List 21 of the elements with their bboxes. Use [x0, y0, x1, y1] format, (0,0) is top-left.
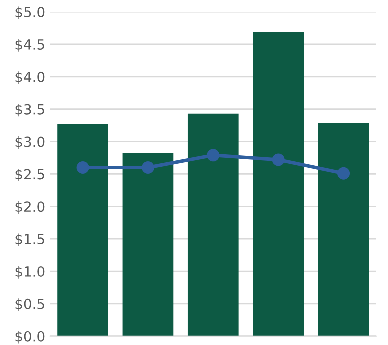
point — [338, 167, 350, 180]
y-tick-label: $2.5 — [16, 168, 44, 182]
point — [142, 161, 154, 174]
y-tick-label: $5.0 — [16, 6, 45, 20]
point — [76, 161, 90, 174]
y-tick-label: $3.0 — [16, 136, 45, 150]
y-tick-label: $0.0 — [16, 331, 45, 344]
bar — [318, 122, 370, 336]
point — [272, 154, 285, 166]
y-tick-label: $2.0 — [16, 201, 45, 214]
y-tick-label: $4.5 — [16, 39, 44, 52]
bar — [122, 153, 174, 336]
y-tick-label: $4.0 — [16, 72, 45, 84]
y-tick-label: $1.0 — [16, 266, 45, 279]
bar — [253, 32, 304, 336]
y-tick-label: $1.5 — [16, 234, 44, 246]
y-tick-label: $0.5 — [16, 298, 44, 312]
bar — [188, 114, 239, 336]
bar — [58, 124, 108, 336]
point — [207, 149, 220, 162]
y-tick-label: $3.5 — [16, 104, 44, 117]
